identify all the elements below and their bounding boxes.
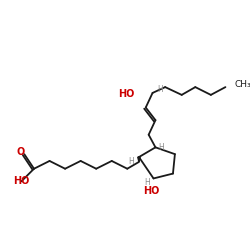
Text: HO: HO — [144, 186, 160, 196]
Text: H: H — [158, 143, 164, 152]
Text: H: H — [144, 178, 150, 187]
Text: O: O — [16, 147, 24, 157]
Text: HO: HO — [13, 176, 29, 186]
Polygon shape — [138, 157, 140, 162]
Text: H: H — [158, 84, 163, 94]
Text: HO: HO — [118, 89, 134, 99]
Text: CH₃: CH₃ — [234, 80, 250, 89]
Text: H: H — [128, 158, 134, 166]
